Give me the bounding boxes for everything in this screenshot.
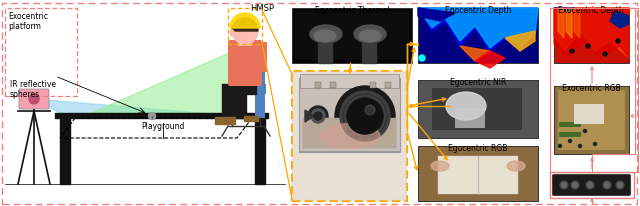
Circle shape bbox=[559, 144, 561, 147]
FancyBboxPatch shape bbox=[292, 8, 412, 63]
FancyBboxPatch shape bbox=[438, 156, 518, 194]
Polygon shape bbox=[305, 110, 314, 122]
Circle shape bbox=[314, 112, 322, 120]
Circle shape bbox=[340, 91, 390, 141]
FancyBboxPatch shape bbox=[418, 8, 538, 63]
Circle shape bbox=[618, 183, 623, 187]
Text: Exocentric RGB: Exocentric RGB bbox=[562, 84, 620, 93]
Circle shape bbox=[232, 18, 258, 44]
FancyBboxPatch shape bbox=[574, 104, 604, 124]
Polygon shape bbox=[558, 8, 564, 38]
Circle shape bbox=[605, 183, 609, 187]
FancyBboxPatch shape bbox=[299, 78, 400, 152]
Polygon shape bbox=[460, 46, 490, 61]
Polygon shape bbox=[554, 8, 629, 58]
Polygon shape bbox=[80, 46, 245, 118]
Circle shape bbox=[560, 181, 568, 189]
Circle shape bbox=[29, 94, 39, 104]
Polygon shape bbox=[475, 51, 505, 68]
Polygon shape bbox=[566, 8, 572, 38]
Wedge shape bbox=[230, 13, 260, 28]
Circle shape bbox=[603, 181, 611, 189]
Circle shape bbox=[311, 109, 325, 123]
Ellipse shape bbox=[359, 30, 381, 42]
Polygon shape bbox=[554, 8, 629, 58]
Circle shape bbox=[579, 144, 582, 147]
FancyBboxPatch shape bbox=[303, 118, 396, 148]
FancyBboxPatch shape bbox=[385, 82, 391, 88]
FancyBboxPatch shape bbox=[295, 11, 409, 60]
FancyBboxPatch shape bbox=[330, 82, 336, 88]
Polygon shape bbox=[418, 8, 455, 21]
Circle shape bbox=[419, 55, 425, 61]
Text: Egocentric Thermal: Egocentric Thermal bbox=[315, 6, 389, 15]
FancyBboxPatch shape bbox=[554, 8, 629, 63]
FancyBboxPatch shape bbox=[315, 82, 321, 88]
FancyBboxPatch shape bbox=[257, 42, 267, 72]
FancyBboxPatch shape bbox=[292, 71, 407, 201]
FancyBboxPatch shape bbox=[432, 88, 522, 130]
Circle shape bbox=[573, 183, 577, 187]
Polygon shape bbox=[418, 8, 538, 48]
Circle shape bbox=[308, 106, 328, 126]
FancyBboxPatch shape bbox=[238, 38, 252, 46]
Text: Egocentric NIR: Egocentric NIR bbox=[450, 78, 506, 87]
Polygon shape bbox=[610, 11, 629, 28]
Ellipse shape bbox=[320, 124, 380, 149]
FancyBboxPatch shape bbox=[370, 82, 376, 88]
Circle shape bbox=[593, 143, 596, 145]
Circle shape bbox=[616, 39, 620, 43]
FancyBboxPatch shape bbox=[418, 146, 538, 201]
Circle shape bbox=[335, 86, 395, 146]
FancyBboxPatch shape bbox=[455, 108, 485, 128]
FancyBboxPatch shape bbox=[560, 123, 580, 126]
FancyBboxPatch shape bbox=[255, 43, 265, 118]
Text: Playground: Playground bbox=[141, 122, 185, 131]
Text: Exocentric
platform: Exocentric platform bbox=[8, 12, 48, 31]
FancyBboxPatch shape bbox=[19, 89, 49, 109]
Text: IR reflective
spheres: IR reflective spheres bbox=[10, 80, 56, 99]
Ellipse shape bbox=[507, 161, 525, 171]
FancyBboxPatch shape bbox=[293, 72, 406, 200]
Polygon shape bbox=[505, 31, 535, 51]
Circle shape bbox=[603, 52, 607, 56]
Polygon shape bbox=[574, 8, 580, 38]
Text: Exocentric Depth: Exocentric Depth bbox=[558, 6, 624, 15]
Circle shape bbox=[588, 183, 593, 187]
FancyBboxPatch shape bbox=[300, 74, 399, 88]
FancyBboxPatch shape bbox=[294, 73, 405, 199]
Text: Egocentric RGB: Egocentric RGB bbox=[448, 144, 508, 153]
FancyBboxPatch shape bbox=[554, 86, 629, 154]
Ellipse shape bbox=[314, 30, 336, 42]
Circle shape bbox=[571, 181, 579, 189]
Polygon shape bbox=[418, 8, 538, 51]
FancyBboxPatch shape bbox=[228, 40, 262, 86]
Circle shape bbox=[568, 139, 572, 143]
Circle shape bbox=[365, 105, 375, 115]
Circle shape bbox=[570, 49, 574, 53]
Circle shape bbox=[584, 130, 586, 132]
Circle shape bbox=[561, 183, 566, 187]
Circle shape bbox=[586, 181, 594, 189]
Wedge shape bbox=[232, 18, 258, 31]
Circle shape bbox=[148, 112, 156, 119]
Ellipse shape bbox=[230, 30, 234, 36]
Polygon shape bbox=[34, 99, 260, 118]
FancyBboxPatch shape bbox=[552, 174, 630, 195]
Text: Egocentric Depth: Egocentric Depth bbox=[445, 6, 511, 15]
FancyBboxPatch shape bbox=[292, 71, 407, 201]
Ellipse shape bbox=[354, 25, 386, 43]
Circle shape bbox=[586, 44, 590, 48]
FancyBboxPatch shape bbox=[418, 80, 538, 138]
FancyBboxPatch shape bbox=[560, 133, 580, 136]
Polygon shape bbox=[554, 8, 575, 11]
Text: HMSP: HMSP bbox=[250, 4, 274, 13]
FancyBboxPatch shape bbox=[558, 90, 625, 150]
Circle shape bbox=[616, 181, 624, 189]
Ellipse shape bbox=[310, 25, 342, 43]
Ellipse shape bbox=[446, 92, 486, 120]
FancyBboxPatch shape bbox=[222, 84, 266, 94]
Circle shape bbox=[347, 98, 383, 134]
Ellipse shape bbox=[431, 161, 449, 171]
